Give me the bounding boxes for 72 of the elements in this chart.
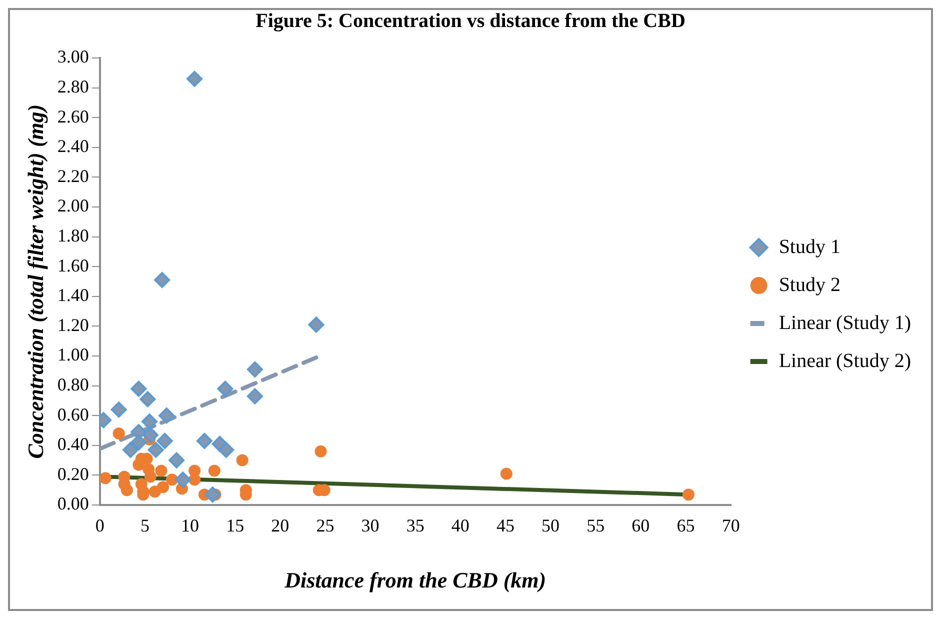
point xyxy=(204,486,221,503)
point xyxy=(500,468,512,480)
x-tick-label: 40 xyxy=(451,516,470,536)
y-axis-title: Concentration (total filter weight) (mg) xyxy=(22,104,48,459)
point xyxy=(218,442,234,458)
x-axis-title: Distance from the CBD (km) xyxy=(284,567,546,592)
point xyxy=(100,472,112,484)
point xyxy=(144,470,156,483)
x-tick-label: 55 xyxy=(586,516,605,536)
y-tick-label: 1.00 xyxy=(57,344,89,365)
chart-title: Figure 5: Concentration vs distance from the CBD xyxy=(256,10,686,32)
point xyxy=(158,408,175,424)
x-tick-label: 60 xyxy=(632,516,650,536)
y-tick-label: 0.20 xyxy=(57,464,89,484)
point xyxy=(308,316,324,333)
y-tick-label: 1.60 xyxy=(57,255,89,276)
point xyxy=(314,445,327,458)
point xyxy=(188,474,201,486)
point xyxy=(166,474,178,486)
x-tick-label: 25 xyxy=(316,516,334,536)
x-tick-label: 65 xyxy=(676,516,695,536)
x-tick-label: 35 xyxy=(406,516,424,536)
point xyxy=(140,391,156,408)
legend-label: Study 1 xyxy=(778,236,840,258)
point xyxy=(154,272,170,288)
x-tick-label: 5 xyxy=(140,516,150,536)
point xyxy=(112,427,125,440)
x-tick-label: 30 xyxy=(361,516,380,536)
point xyxy=(148,442,164,458)
y-tick-label: 3.00 xyxy=(57,46,89,67)
y-tick-label: 0.00 xyxy=(57,494,89,514)
x-tick-label: 70 xyxy=(722,516,740,536)
x-tick-label: 0 xyxy=(95,516,104,536)
point xyxy=(682,488,694,501)
point xyxy=(142,426,158,443)
point xyxy=(217,380,234,397)
y-tick-label: 2.60 xyxy=(57,106,89,126)
point xyxy=(168,452,185,468)
point xyxy=(122,442,139,458)
point xyxy=(130,380,147,397)
point xyxy=(156,481,169,494)
legend-label: Study 2 xyxy=(778,274,840,296)
point xyxy=(186,70,203,87)
x-tick-label: 50 xyxy=(542,516,560,536)
x-tick-label: 10 xyxy=(181,516,200,536)
point xyxy=(110,402,127,418)
legend-label: Linear (Study 2) xyxy=(778,350,911,372)
y-tick-label: 2.00 xyxy=(57,196,89,216)
y-tick-label: 2.20 xyxy=(57,166,89,186)
y-tick-label: 2.40 xyxy=(57,136,89,156)
point xyxy=(174,472,191,488)
point xyxy=(141,414,158,430)
point xyxy=(246,388,263,404)
point xyxy=(120,484,133,496)
point xyxy=(236,454,248,466)
y-tick-label: 0.80 xyxy=(57,374,89,395)
point xyxy=(208,464,220,477)
y-tick-label: 1.40 xyxy=(57,285,89,306)
point xyxy=(156,432,173,449)
legend-label: Linear (Study 1) xyxy=(778,312,911,334)
point xyxy=(130,434,147,450)
y-tick-label: 1.80 xyxy=(57,226,89,246)
x-tick-label: 45 xyxy=(496,516,514,536)
point xyxy=(196,432,212,449)
x-tick-label: 20 xyxy=(271,516,290,536)
x-tick-label: 15 xyxy=(226,516,244,536)
point xyxy=(246,361,263,378)
y-tick-label: 0.40 xyxy=(57,434,89,454)
y-tick-label: 2.80 xyxy=(57,76,89,97)
y-tick-label: 0.60 xyxy=(57,404,89,424)
point xyxy=(155,464,168,477)
y-tick-label: 1.20 xyxy=(57,314,89,335)
